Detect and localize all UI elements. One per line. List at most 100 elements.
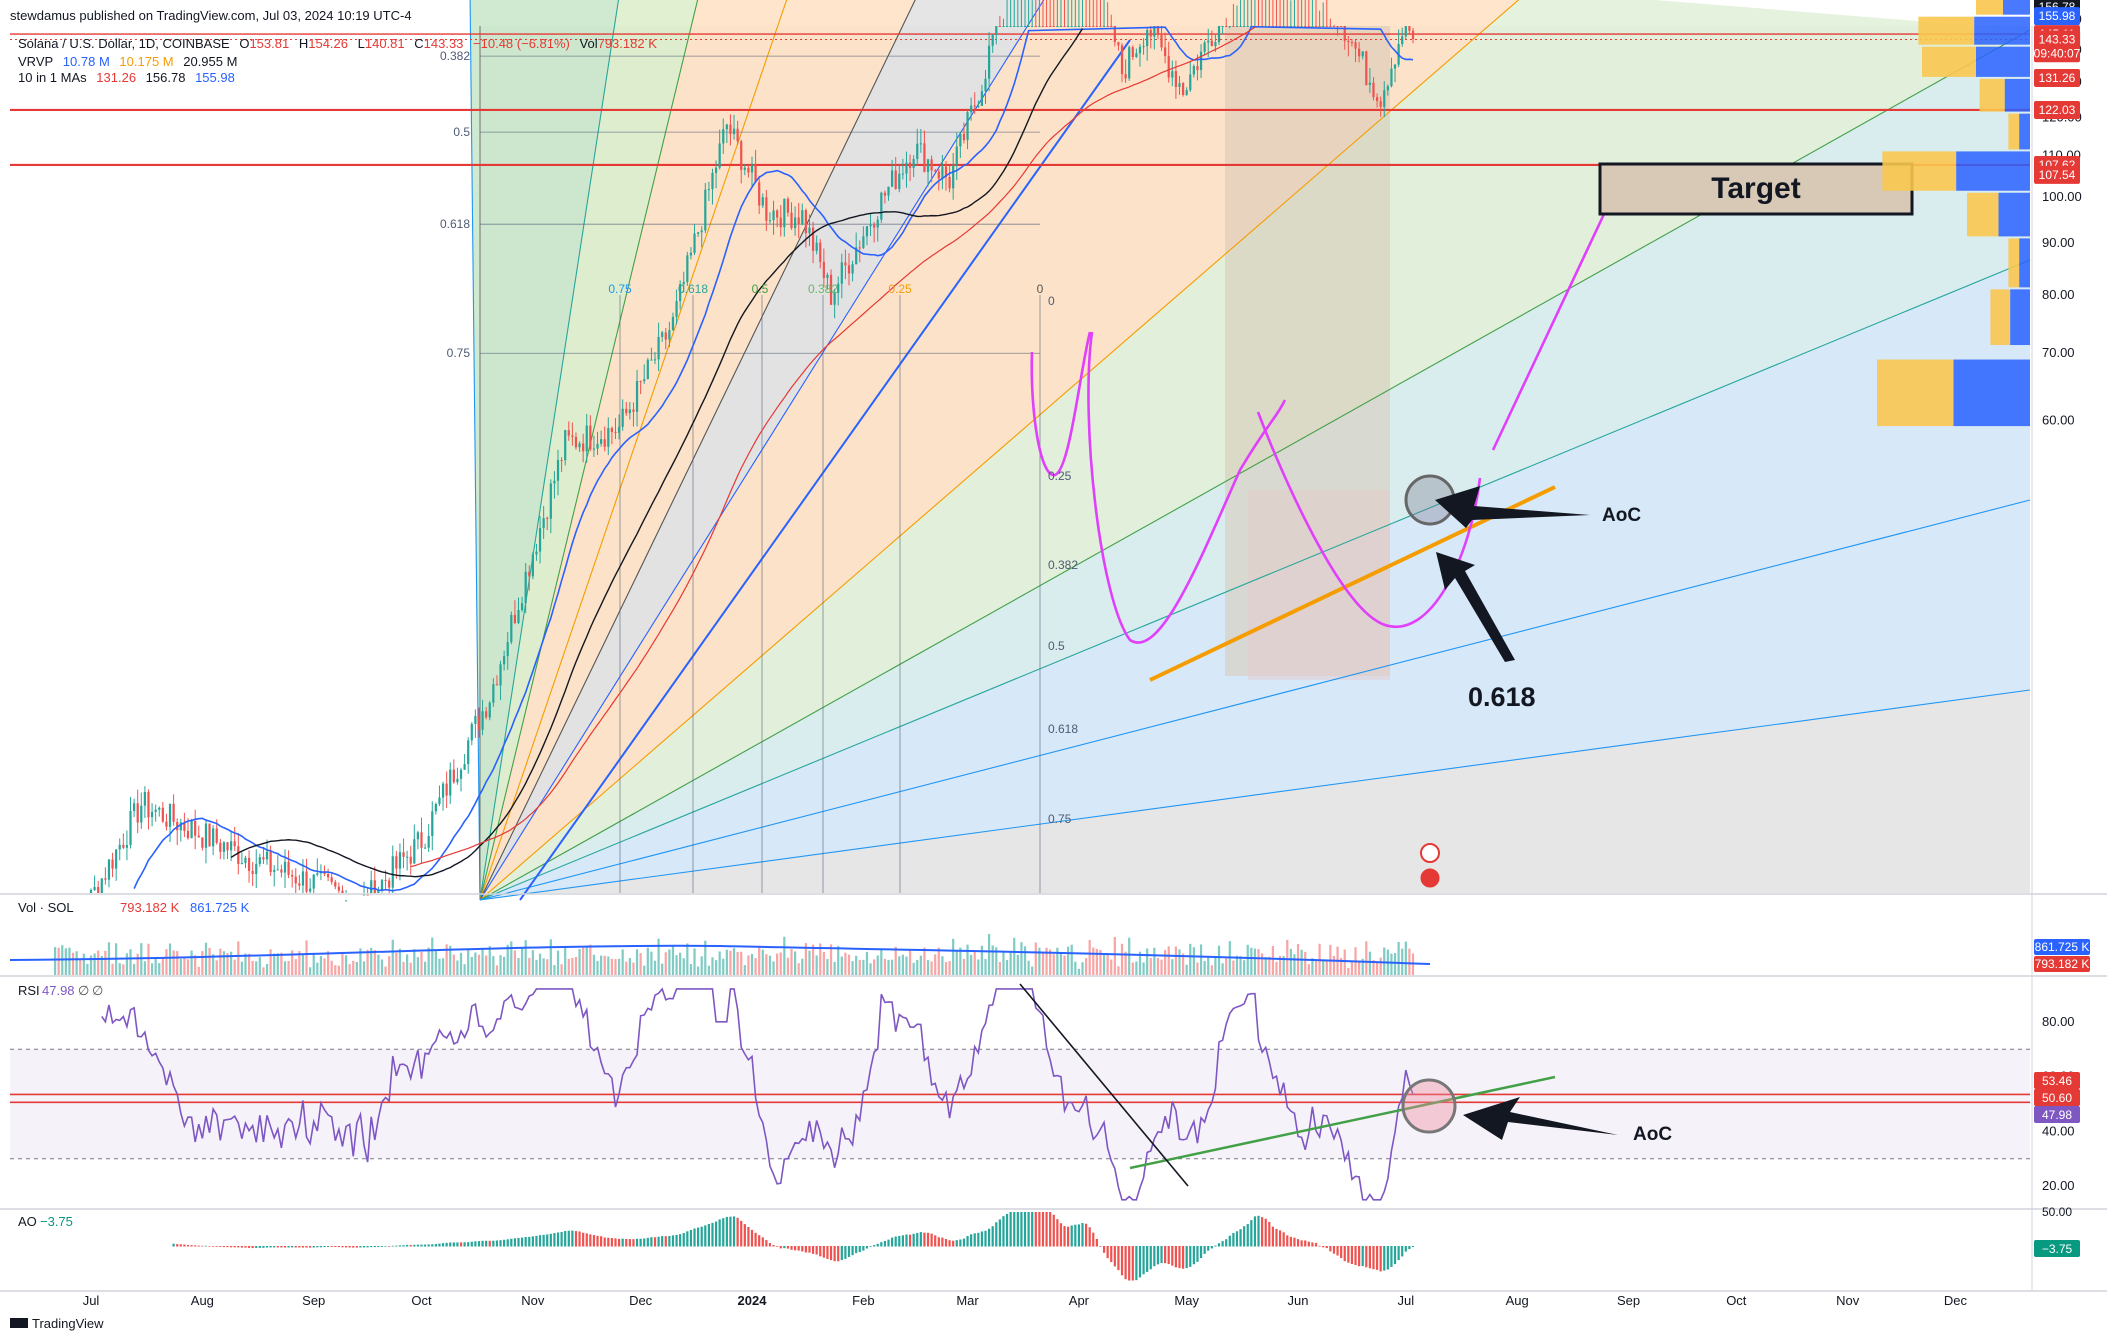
ao-bar	[1379, 1246, 1382, 1272]
candle-body	[1196, 66, 1199, 71]
candle-body	[783, 198, 786, 228]
ao-bar	[452, 1242, 455, 1247]
ao-bar	[840, 1246, 843, 1261]
volume-bar	[1002, 951, 1005, 975]
volume-bar	[1246, 944, 1249, 975]
ma-line	[133, 25, 1414, 892]
volume-bar	[625, 961, 628, 975]
volume-bar	[890, 959, 894, 975]
ao-bar	[1077, 1224, 1081, 1247]
volume-bar	[291, 950, 294, 975]
candle-body	[373, 880, 376, 893]
candle-body	[689, 252, 693, 256]
volume-bar	[348, 964, 351, 975]
ao-bar	[247, 1246, 251, 1248]
candle-body	[456, 778, 459, 783]
candle-body	[560, 459, 563, 461]
candle-body	[833, 292, 836, 305]
candle-body	[1005, 26, 1009, 27]
candle-body	[445, 783, 448, 796]
volume-bar	[837, 945, 840, 975]
ao-bar	[1002, 1216, 1005, 1247]
candle-body	[1174, 71, 1178, 87]
candle-body	[1383, 90, 1386, 107]
ao-bar	[811, 1246, 815, 1254]
candle-body	[761, 197, 764, 206]
candle-body	[143, 792, 146, 806]
volume-bar	[215, 960, 218, 975]
volume-bar	[204, 942, 208, 975]
volume-bar	[546, 959, 549, 975]
candle-body	[452, 769, 455, 783]
candle-body	[743, 167, 746, 170]
candle-body	[1379, 101, 1382, 107]
candle-body	[406, 856, 409, 858]
volume-bar	[287, 961, 290, 975]
ao-bar	[952, 1240, 955, 1247]
ao-bar	[449, 1242, 452, 1247]
candle-body	[1081, 26, 1084, 27]
price-label-bg	[2034, 69, 2080, 88]
ao-bar	[1271, 1226, 1275, 1247]
ao-bar	[556, 1232, 560, 1247]
ao-bar	[980, 1231, 984, 1247]
ao-bar	[370, 1246, 373, 1248]
volume-bar	[100, 955, 103, 975]
price-label-bg	[2034, 165, 2080, 184]
vol-label-bg	[2034, 939, 2090, 955]
volume-bar	[136, 953, 139, 975]
volume-bar	[977, 959, 980, 975]
volume-bar	[1092, 947, 1095, 975]
volume-bar	[384, 966, 387, 975]
ao-bar	[675, 1234, 678, 1247]
volume-bar	[269, 949, 272, 975]
candle-body	[1027, 26, 1030, 27]
candle-body	[1210, 40, 1213, 47]
volume-bar	[474, 952, 477, 975]
ao-bar	[826, 1246, 829, 1259]
candle-body	[1016, 26, 1019, 27]
volume-bar	[934, 954, 937, 975]
volume-bar	[1207, 957, 1210, 975]
candle-body	[233, 841, 236, 847]
vp-bar-down	[2019, 238, 2030, 288]
volume-bar	[790, 949, 793, 975]
candle-body	[822, 261, 825, 279]
ao-bar	[495, 1240, 499, 1247]
candle-body	[305, 871, 308, 892]
candle-body	[280, 869, 283, 873]
volume-bar	[826, 959, 829, 975]
ao-bar	[553, 1233, 556, 1247]
candle-body	[1120, 45, 1124, 75]
ao-bar	[477, 1241, 481, 1247]
candle-body	[416, 832, 420, 840]
candle-body	[222, 842, 226, 852]
ao-bar	[474, 1241, 477, 1247]
volume-bar	[923, 947, 926, 975]
ao-bar	[1156, 1246, 1160, 1265]
candle-body	[251, 870, 254, 875]
ao-bar	[1196, 1246, 1199, 1262]
ao-bar	[898, 1235, 901, 1247]
price-tick: 100.00	[2042, 189, 2082, 204]
candle-body	[1099, 26, 1102, 27]
candle-body	[1282, 26, 1285, 27]
ao-bar	[179, 1244, 182, 1247]
fib-inner-label: 0.382	[1048, 558, 1078, 572]
volume-bar	[1005, 959, 1009, 975]
ao-bar	[948, 1240, 951, 1247]
ao-bar	[1296, 1239, 1300, 1247]
candle-body	[1246, 26, 1249, 27]
vol-value-2: 861.725 K	[190, 900, 250, 915]
candle-body	[984, 78, 987, 92]
volume-bar	[542, 958, 545, 975]
ao-bar	[434, 1244, 437, 1247]
candle-body	[93, 886, 96, 890]
volume-bar	[388, 956, 391, 975]
candle-body	[1156, 26, 1160, 36]
ao-bar	[1282, 1232, 1285, 1247]
volume-bar	[1401, 948, 1404, 975]
candle-body	[625, 408, 628, 414]
